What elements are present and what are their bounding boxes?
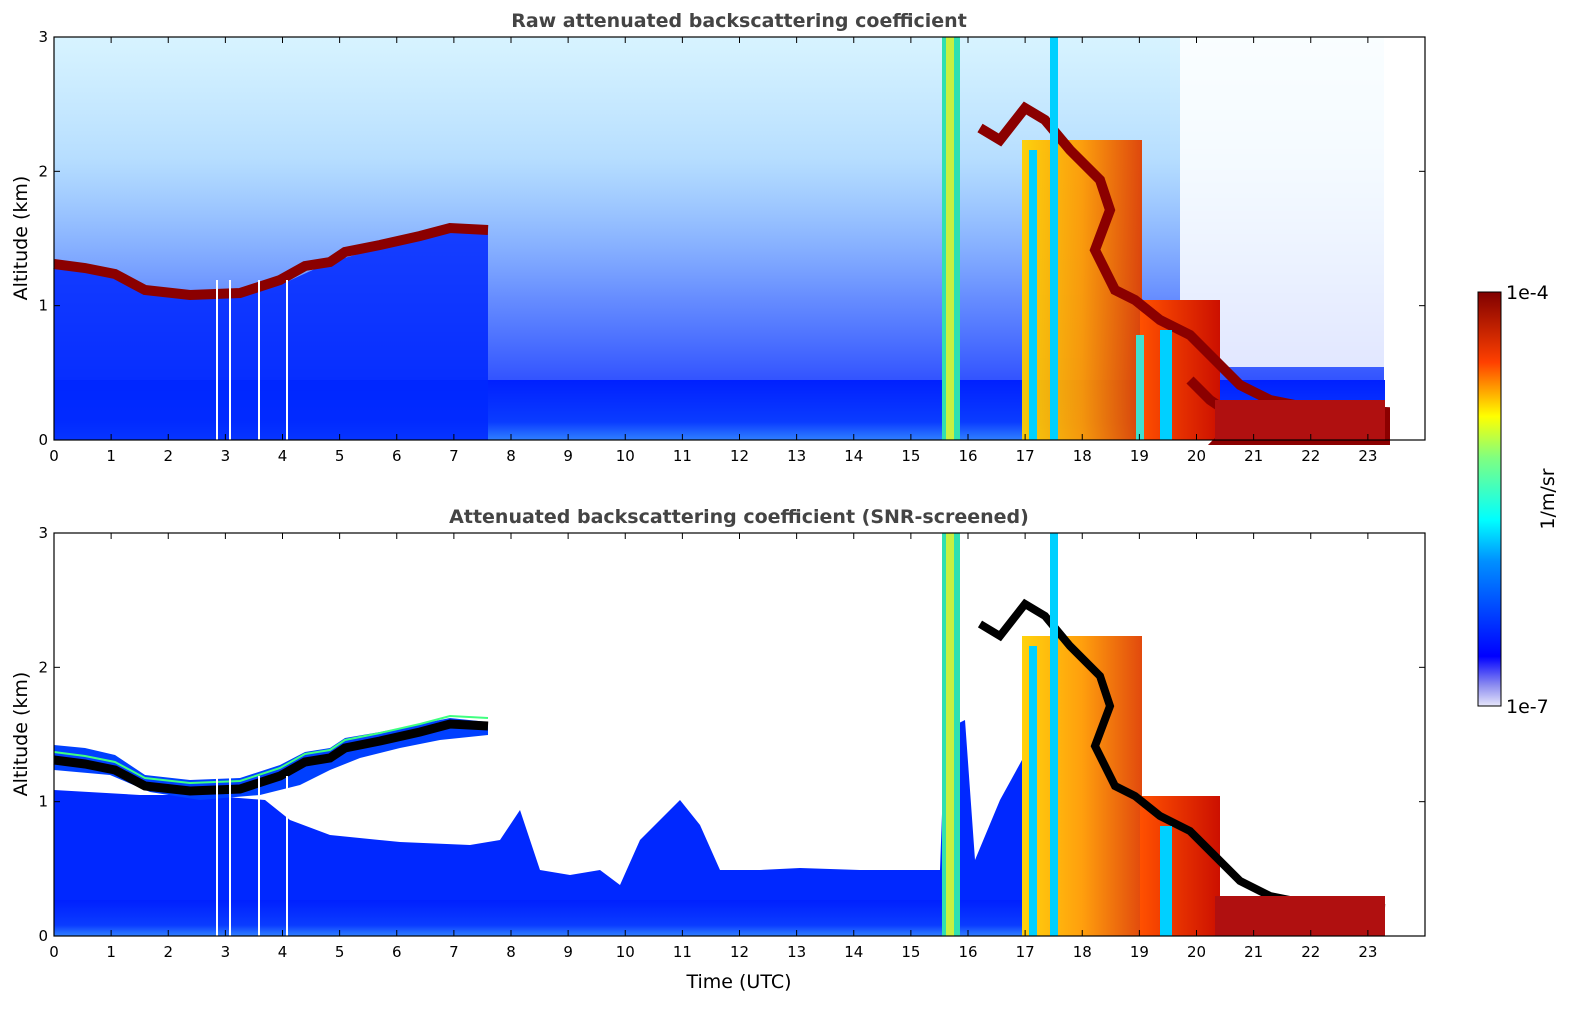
- y-tick-label-bottom: 0: [38, 927, 48, 945]
- x-tick-label-top: 15: [901, 447, 920, 465]
- y-tick-label-bottom: 1: [38, 793, 48, 811]
- x-tick-label-bottom: 13: [787, 943, 806, 961]
- x-tick-label-bottom: 19: [1130, 943, 1149, 961]
- x-tick-label-bottom: 10: [616, 943, 635, 961]
- x-tick-label-top: 23: [1358, 447, 1377, 465]
- layer-top-line-raw: [53, 222, 489, 301]
- x-tick-label-top: 4: [278, 447, 288, 465]
- layer-top-line-screened: [53, 719, 489, 796]
- x-tick-label-bottom: 20: [1187, 943, 1206, 961]
- x-tick-label-top: 20: [1187, 447, 1206, 465]
- x-tick-label-bottom: 21: [1244, 943, 1263, 961]
- colorbar-unit-label: 1/m/sr: [1537, 468, 1559, 529]
- heatmap-top: [53, 37, 1425, 445]
- x-tick-label-bottom: 8: [506, 943, 516, 961]
- panel-bottom: Attenuated backscattering coefficient (S…: [10, 506, 1426, 993]
- x-tick-label-top: 7: [449, 447, 459, 465]
- x-axis-label: Time (UTC): [685, 971, 791, 993]
- x-tick-label-top: 3: [221, 447, 231, 465]
- x-tick-label-top: 11: [673, 447, 692, 465]
- heatmap-bottom: [53, 533, 1425, 936]
- x-tick-label-top: 19: [1130, 447, 1149, 465]
- y-tick-label-top: 0: [38, 431, 48, 449]
- x-tick-label-bottom: 2: [163, 943, 173, 961]
- x-tick-label-bottom: 1: [106, 943, 116, 961]
- x-tick-label-bottom: 17: [1016, 943, 1035, 961]
- x-tick-label-bottom: 22: [1301, 943, 1320, 961]
- y-tick-label-top: 3: [38, 28, 48, 46]
- y-axis-top: 0 1 2 3: [38, 28, 1425, 449]
- x-tick-label-top: 12: [730, 447, 749, 465]
- x-tick-label-bottom: 7: [449, 943, 459, 961]
- cloud-descent-screened: [977, 598, 1386, 912]
- x-tick-label-top: 1: [106, 447, 116, 465]
- panel-top-title: Raw attenuated backscattering coefficien…: [511, 10, 967, 32]
- x-tick-label-bottom: 23: [1358, 943, 1377, 961]
- x-tick-label-bottom: 15: [901, 943, 920, 961]
- x-tick-label-bottom: 14: [844, 943, 863, 961]
- x-tick-label-top: 0: [49, 447, 59, 465]
- boundary-layer-top: [54, 228, 488, 440]
- colorbar-gradient: [1477, 291, 1502, 707]
- x-tick-label-top: 22: [1301, 447, 1320, 465]
- x-tick-label-top: 17: [1016, 447, 1035, 465]
- y-tick-label-top: 2: [38, 162, 48, 180]
- x-tick-label-top: 6: [392, 447, 402, 465]
- panel-top: Raw attenuated backscattering coefficien…: [10, 10, 1426, 465]
- x-tick-label-bottom: 12: [730, 943, 749, 961]
- x-tick-label-bottom: 5: [335, 943, 345, 961]
- x-tick-label-top: 14: [844, 447, 863, 465]
- x-axis-top: 0 1 2 3 4 5 6 7 8 9 10 11 12 13 14 15 16 17 18 19 20 21 22 23: [49, 37, 1377, 465]
- y-axis-bottom: 0 1 2 3: [38, 524, 1425, 945]
- x-tick-label-bottom: 16: [958, 943, 977, 961]
- x-tick-label-top: 2: [163, 447, 173, 465]
- y-tick-label-top: 1: [38, 297, 48, 315]
- x-tick-label-top: 9: [563, 447, 573, 465]
- x-tick-label-bottom: 4: [278, 943, 288, 961]
- x-tick-label-top: 18: [1073, 447, 1092, 465]
- colorbar-max-label: 1e-4: [1506, 282, 1549, 304]
- x-tick-label-bottom: 9: [563, 943, 573, 961]
- x-tick-label-top: 13: [787, 447, 806, 465]
- x-axis-bottom: 0 1 2 3 4 5 6 7 8 9 10 11 12 13 14 15 16 17 18 19 20 21 22 23: [49, 533, 1377, 961]
- x-tick-label-top: 5: [335, 447, 345, 465]
- y-tick-label-bottom: 3: [38, 524, 48, 542]
- x-tick-label-bottom: 18: [1073, 943, 1092, 961]
- x-tick-label-bottom: 3: [221, 943, 231, 961]
- y-axis-label-top: Altitude (km): [10, 176, 32, 301]
- x-tick-label-bottom: 11: [673, 943, 692, 961]
- x-tick-label-top: 8: [506, 447, 516, 465]
- y-tick-label-bottom: 2: [38, 658, 48, 676]
- panel-bottom-title: Attenuated backscattering coefficient (S…: [449, 506, 1029, 528]
- colorbar-min-label: 1e-7: [1506, 696, 1549, 718]
- x-tick-label-bottom: 6: [392, 943, 402, 961]
- x-tick-label-top: 16: [958, 447, 977, 465]
- x-tick-label-top: 21: [1244, 447, 1263, 465]
- screened-boundary-layer: [54, 720, 1022, 936]
- x-tick-label-bottom: 0: [49, 943, 59, 961]
- x-tick-label-top: 10: [616, 447, 635, 465]
- y-axis-label-bottom: Altitude (km): [10, 672, 32, 797]
- colorbar: 1e-4 1e-7 1/m/sr: [1477, 282, 1559, 718]
